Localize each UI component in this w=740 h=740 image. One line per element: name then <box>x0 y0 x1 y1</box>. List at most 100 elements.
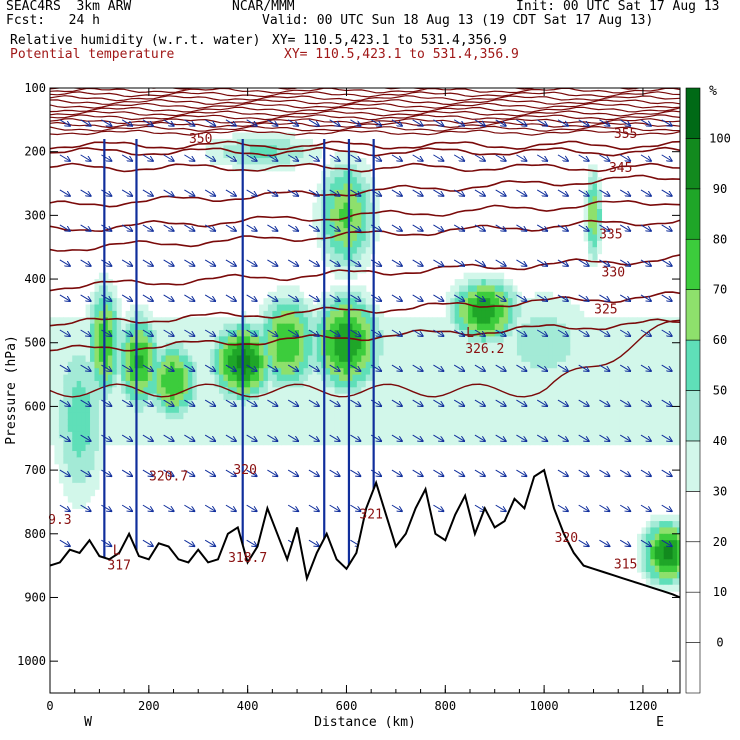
rh-cell <box>147 361 153 369</box>
rh-cell <box>112 330 118 337</box>
rh-cell <box>67 495 73 503</box>
rh-cell <box>588 355 594 363</box>
rh-cell <box>307 317 313 325</box>
rh-cell <box>450 330 456 337</box>
rh-cell <box>138 336 144 344</box>
rh-cell <box>218 151 225 159</box>
rh-cell <box>610 342 616 350</box>
rh-cell <box>592 438 598 446</box>
rh-cell <box>259 145 265 153</box>
rh-cell <box>512 310 518 318</box>
rh-cell <box>250 380 256 388</box>
wind-vector <box>246 399 257 406</box>
rh-cell <box>485 361 491 369</box>
rh-cell <box>103 317 109 325</box>
rh-cell <box>374 304 380 312</box>
rh-cell <box>383 400 389 408</box>
rh-cell <box>654 552 660 560</box>
rh-cell <box>130 336 136 344</box>
wind-vector <box>495 189 506 196</box>
rh-cell <box>116 349 122 357</box>
rh-cell <box>334 209 340 216</box>
rh-cell <box>610 368 616 376</box>
wind-vector <box>640 504 651 511</box>
rh-cell <box>72 419 78 427</box>
rh-cell <box>614 368 620 376</box>
rh-cell <box>325 202 331 210</box>
rh-cell <box>379 400 385 408</box>
rh-cell <box>330 196 336 204</box>
rh-cell <box>63 412 69 420</box>
rh-cell <box>236 368 242 376</box>
rh-cell <box>601 342 607 350</box>
wind-vector <box>287 189 298 196</box>
rh-cell <box>650 431 656 439</box>
rh-cell <box>672 572 678 579</box>
rh-cell <box>50 374 56 382</box>
rh-cell <box>85 476 91 484</box>
rh-cell <box>245 138 251 146</box>
rh-cell <box>174 330 180 337</box>
rh-cell <box>614 336 620 344</box>
rh-cell <box>330 253 336 261</box>
rh-cell <box>152 419 158 427</box>
rh-cell <box>125 374 131 382</box>
rh-cell <box>170 355 176 363</box>
rh-cell <box>254 164 260 172</box>
rh-cell <box>54 457 60 465</box>
rh-cell <box>125 431 131 439</box>
x-axis-label: Distance (km) <box>314 715 416 730</box>
rh-cell <box>543 304 549 312</box>
rh-cell <box>312 419 318 427</box>
rh-cell <box>281 132 287 140</box>
rh-cell <box>232 387 238 395</box>
rh-cell <box>659 533 665 541</box>
rh-cell <box>330 412 336 420</box>
rh-cell <box>650 361 656 369</box>
rh-cell <box>654 361 660 369</box>
rh-cell <box>339 438 345 446</box>
rh-cell <box>659 317 665 325</box>
rh-cell <box>334 310 340 318</box>
rh-cell <box>659 552 665 560</box>
rh-cell <box>659 559 665 567</box>
rh-cell <box>210 355 216 363</box>
rh-cell <box>214 425 220 433</box>
wind-vector <box>599 539 609 546</box>
colorbar-swatch <box>685 440 701 492</box>
rh-cell <box>365 310 371 318</box>
rh-cell <box>401 393 407 401</box>
rh-cell <box>245 132 251 140</box>
rh-cell <box>67 457 73 465</box>
rh-cell <box>334 406 340 414</box>
rh-cell <box>543 387 549 395</box>
rh-cell <box>334 412 340 420</box>
rh-cell <box>236 361 242 369</box>
wind-vector <box>121 189 132 196</box>
rh-cell <box>316 349 322 357</box>
rh-cell <box>334 177 340 185</box>
rh-cell <box>530 336 536 344</box>
rh-cell <box>365 419 371 427</box>
rh-cell <box>307 349 313 357</box>
rh-cell <box>405 431 411 439</box>
rh-cell <box>677 540 680 548</box>
rh-cell <box>543 425 549 433</box>
rh-cell <box>174 400 180 408</box>
rh-cell <box>356 317 362 325</box>
rh-cell <box>459 412 465 420</box>
rh-cell <box>192 412 198 420</box>
rh-cell <box>143 438 149 446</box>
rh-cell <box>303 400 309 408</box>
rh-cell <box>161 387 167 395</box>
rh-cell <box>445 298 451 306</box>
rh-cell <box>534 355 540 363</box>
rh-cell <box>201 400 207 408</box>
rh-cell <box>196 393 202 401</box>
rh-cell <box>214 317 220 325</box>
rh-cell <box>677 342 680 350</box>
low-marker: L <box>466 326 474 341</box>
rh-cell <box>668 559 674 567</box>
rh-cell <box>201 368 207 376</box>
rh-cell <box>281 400 287 408</box>
